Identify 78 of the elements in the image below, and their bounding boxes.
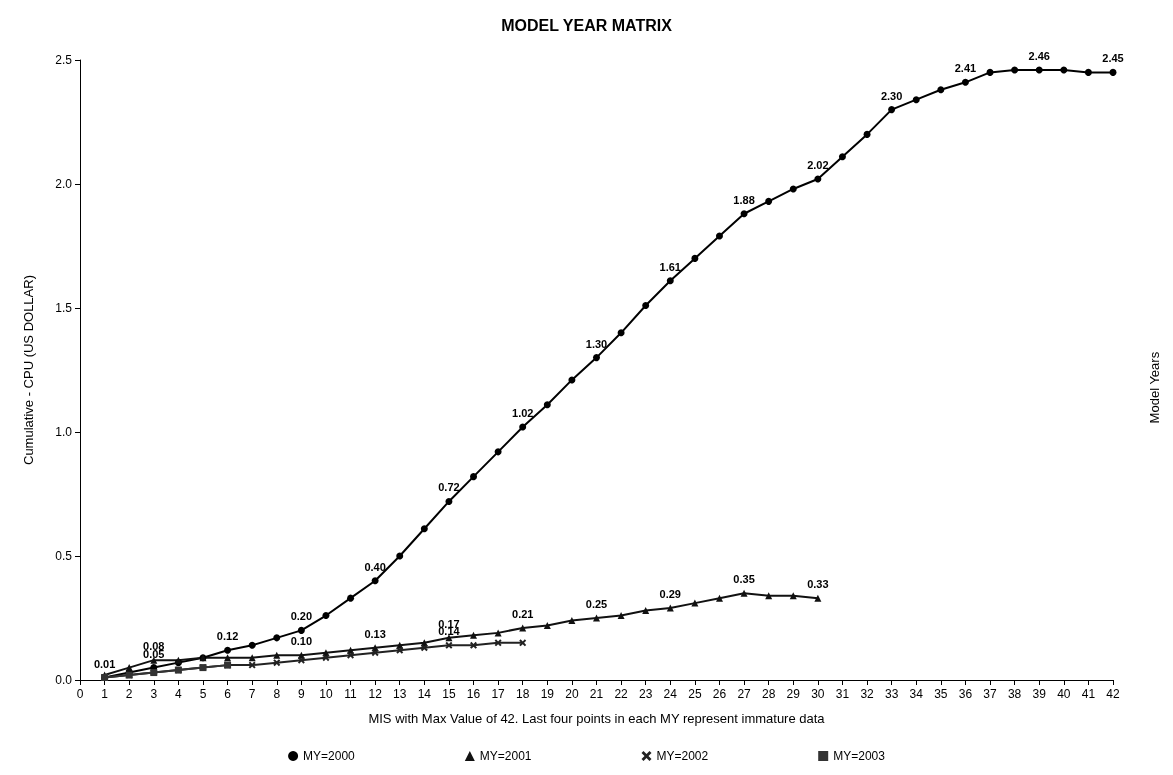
x-tick-label: 42	[1106, 687, 1120, 701]
data-label: 0.29	[659, 588, 681, 601]
x-tick-label: 13	[393, 687, 407, 701]
data-label: 2.46	[1028, 49, 1050, 62]
y-tick-label: 2.5	[55, 53, 73, 67]
x-tick-label: 10	[319, 687, 333, 701]
data-label: 0.12	[216, 630, 239, 643]
x-tick-label: 40	[1057, 687, 1071, 701]
x-tick-label: 11	[344, 687, 358, 701]
x-tick-label: 23	[639, 687, 653, 701]
data-label: 0.20	[290, 610, 313, 623]
x-tick-label: 30	[811, 687, 825, 701]
x-tick-label: 39	[1032, 687, 1047, 701]
data-label: 0.33	[807, 578, 829, 591]
x-tick-label: 5	[199, 687, 207, 701]
chart-title: MODEL YEAR MATRIX	[501, 16, 673, 34]
x-tick-label: 27	[737, 687, 752, 701]
x-tick-label: 35	[934, 687, 948, 701]
y-tick-label: 2.0	[55, 177, 73, 191]
x-tick-label: 32	[860, 687, 875, 701]
y-tick-label: 1.5	[55, 301, 73, 315]
data-label: 0.72	[438, 481, 460, 494]
x-tick-label: 7	[248, 687, 256, 701]
x-tick-label: 18	[516, 687, 530, 701]
legend-label: MY=2001	[479, 749, 532, 763]
x-tick-label: 37	[983, 687, 998, 701]
x-tick-label: 41	[1081, 687, 1096, 701]
x-tick-label: 20	[565, 687, 579, 701]
x-tick-label: 31	[835, 687, 850, 701]
x-tick-label: 15	[442, 687, 456, 701]
data-label: 1.02	[512, 407, 534, 420]
x-tick-label: 8	[273, 687, 281, 701]
x-tick-label: 9	[298, 687, 306, 701]
x-tick-label: 12	[368, 687, 383, 701]
data-label: 2.45	[1102, 52, 1124, 65]
data-label: 2.02	[807, 159, 829, 172]
data-label: 0.01	[93, 657, 116, 670]
data-label: 0.10	[290, 635, 313, 648]
data-label: 1.88	[733, 193, 755, 206]
x-tick-label: 38	[1007, 687, 1022, 701]
x-tick-label: 3	[150, 687, 158, 701]
x-axis-title: MIS with Max Value of 42. Last four points in each MY represent immature data	[368, 711, 826, 726]
y-tick-label: 0.5	[55, 549, 73, 563]
x-tick-label: 28	[761, 687, 776, 701]
x-tick-label: 21	[589, 687, 604, 701]
legend-label: MY=2002	[656, 749, 709, 763]
y-tick-label: 0.0	[55, 673, 73, 687]
x-tick-label: 1	[101, 687, 109, 701]
data-label: 0.25	[585, 598, 608, 610]
data-label: 0.35	[733, 573, 755, 586]
legend-label: MY=2000	[303, 749, 356, 763]
x-tick-label: 33	[884, 687, 899, 701]
x-tick-label: 2	[125, 687, 133, 701]
data-label: 0.40	[364, 560, 386, 573]
y-axis-title: Cumulative - CPU (US DOLLAR)	[21, 275, 36, 465]
x-tick-label: 22	[614, 687, 629, 701]
x-tick-label: 17	[491, 687, 506, 701]
legend-label: MY=2003	[833, 749, 886, 763]
x-tick-label: 14	[417, 687, 432, 701]
y-tick-label: 1.0	[55, 425, 73, 439]
x-tick-label: 0	[76, 687, 84, 701]
x-tick-label: 34	[909, 687, 924, 701]
data-label: 2.41	[954, 62, 977, 75]
x-tick-label: 16	[466, 687, 481, 701]
x-tick-label: 25	[688, 687, 702, 701]
data-label: 0.21	[512, 607, 534, 620]
data-label: 1.30	[585, 337, 608, 350]
x-tick-label: 29	[786, 687, 801, 701]
x-tick-label: 26	[712, 687, 727, 701]
x-tick-label: 24	[663, 687, 678, 701]
data-label: 0.13	[364, 627, 386, 640]
data-label: 1.61	[659, 260, 681, 273]
x-tick-label: 6	[224, 687, 232, 701]
x-tick-label: 36	[958, 687, 973, 701]
x-tick-label: 19	[540, 687, 555, 701]
data-label: 2.30	[880, 89, 903, 102]
legend-title: Model Years	[1147, 351, 1162, 424]
x-tick-label: 4	[175, 687, 183, 701]
